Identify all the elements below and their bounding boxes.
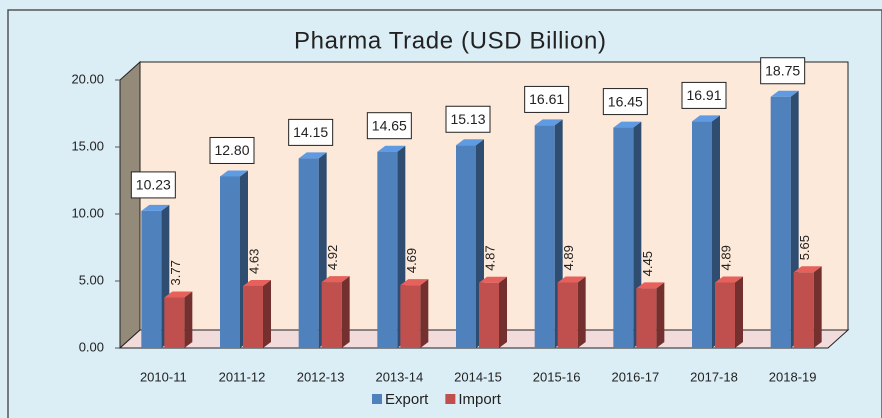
bar-top	[321, 276, 350, 283]
x-tick-label: 2012-13	[297, 369, 345, 384]
data-label: 4.63	[246, 249, 261, 274]
data-label: 18.75	[765, 62, 800, 78]
data-label-box	[130, 171, 176, 199]
legend-label: Export	[385, 391, 429, 408]
bar-top	[243, 279, 271, 286]
bar	[298, 158, 319, 348]
legend-swatch	[372, 394, 382, 404]
bar-top	[636, 282, 665, 289]
data-label: 4.89	[718, 245, 733, 270]
data-label: 4.69	[404, 248, 419, 273]
x-tick-label: 2013-14	[375, 369, 423, 384]
bar-top	[400, 279, 429, 286]
bar-side	[184, 291, 193, 348]
y-tick-label: 20.00	[71, 71, 104, 86]
x-tick-label: 2014-15	[454, 369, 502, 384]
data-label-box	[681, 81, 727, 109]
bar-top	[141, 204, 170, 211]
bar	[479, 282, 499, 348]
bar-top	[692, 115, 720, 122]
bar	[715, 282, 735, 348]
bar-top	[770, 90, 799, 97]
bar-side	[577, 276, 586, 348]
data-label: 4.92	[325, 245, 340, 270]
data-label: 5.65	[797, 235, 812, 260]
bar	[141, 210, 162, 348]
bar	[636, 288, 657, 348]
bar	[164, 297, 185, 348]
legend-swatch	[445, 394, 456, 404]
bar-side	[420, 279, 429, 348]
bar	[557, 282, 578, 348]
data-label: 3.77	[168, 260, 183, 285]
bar-side	[499, 276, 507, 348]
bar-side	[341, 276, 350, 348]
x-tick-label: 2010-11	[140, 369, 187, 384]
bar	[243, 285, 263, 348]
bar-top	[456, 139, 484, 146]
side-wall	[119, 60, 141, 350]
data-label-box	[524, 85, 570, 113]
data-label: 14.65	[372, 117, 407, 133]
bar-top	[715, 276, 743, 283]
data-label-box	[602, 88, 648, 116]
bar	[613, 127, 634, 348]
bar	[321, 282, 342, 348]
x-tick-label: 2011-12	[219, 369, 266, 384]
bar	[770, 96, 791, 348]
bar	[400, 285, 421, 348]
y-tick-label: 5.00	[79, 272, 104, 287]
data-label-box	[445, 105, 491, 133]
bar-top	[793, 266, 822, 273]
bar	[377, 151, 398, 348]
bar-top	[479, 276, 507, 283]
data-label: 16.61	[529, 91, 564, 107]
bar	[220, 176, 240, 348]
bar	[793, 272, 814, 348]
bar-top	[164, 291, 193, 298]
x-tick-label: 2016-17	[611, 369, 659, 384]
data-label: 16.45	[608, 93, 643, 109]
bar	[456, 145, 476, 348]
bar-top	[534, 119, 563, 126]
y-tick-label: 10.00	[71, 205, 104, 220]
data-label: 10.23	[136, 177, 171, 193]
data-label: 15.13	[450, 111, 485, 127]
bar-top	[220, 170, 248, 177]
bar-top	[557, 276, 586, 283]
data-label-box	[366, 112, 412, 140]
y-tick-label: 15.00	[71, 138, 104, 153]
x-tick-label: 2017-18	[690, 369, 738, 384]
x-tick-label: 2015-16	[533, 369, 581, 384]
data-label: 4.89	[561, 245, 576, 270]
data-label-box	[209, 136, 255, 164]
bar-top	[377, 145, 406, 152]
frame	[7, 9, 882, 418]
data-label: 4.87	[482, 245, 497, 270]
data-label: 16.91	[686, 87, 721, 103]
x-tick-label: 2018-19	[769, 369, 817, 384]
legend-label: Import	[458, 391, 501, 408]
bar-side	[735, 276, 743, 348]
chart-title: Pharma Trade (USD Billion)	[294, 27, 606, 54]
bar-side	[813, 266, 822, 348]
data-label: 4.45	[640, 251, 655, 276]
bar	[692, 121, 712, 348]
data-label: 14.15	[293, 124, 328, 140]
bar-side	[263, 279, 271, 348]
bar	[534, 125, 555, 349]
bar-top	[613, 121, 642, 128]
bar-top	[298, 152, 327, 159]
bar-side	[656, 282, 665, 348]
y-tick-label: 0.00	[79, 339, 104, 354]
data-label-box	[288, 118, 334, 146]
data-label: 12.80	[214, 142, 249, 158]
data-label-box	[760, 57, 806, 85]
